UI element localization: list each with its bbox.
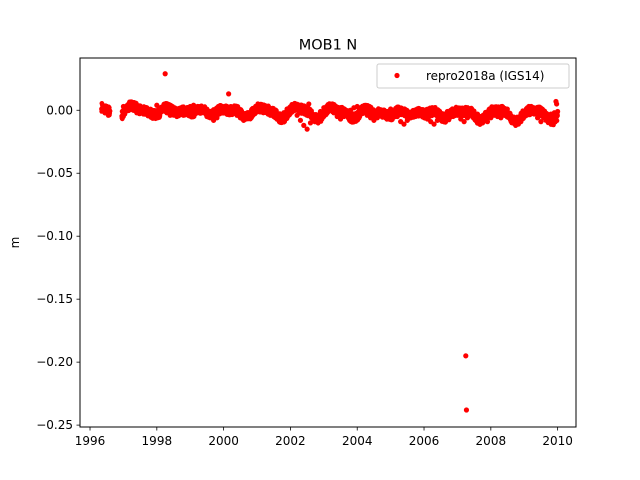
data-point [518, 119, 524, 125]
data-point [306, 101, 312, 107]
data-point [200, 110, 207, 116]
x-tick-label: 2000 [208, 434, 239, 448]
data-point [431, 121, 437, 127]
x-axis: 1996 1998 2000 2002 2004 2006 2008 2010 [75, 427, 573, 448]
data-point [554, 118, 560, 124]
data-point [391, 110, 397, 116]
data-point [357, 105, 364, 111]
data-point [297, 117, 304, 123]
data-point [291, 107, 297, 113]
x-tick-label: 1996 [75, 434, 106, 448]
data-point [463, 407, 470, 413]
y-tick-label: −0.15 [36, 292, 73, 306]
data-point [162, 71, 168, 77]
data-point [261, 106, 267, 112]
data-point [134, 110, 140, 116]
data-point [304, 126, 310, 132]
data-point [344, 111, 350, 117]
data-point [251, 108, 257, 115]
legend: repro2018a (IGS14) [376, 63, 570, 89]
y-tick-label: −0.10 [36, 229, 73, 243]
data-point [294, 112, 300, 118]
data-point [555, 113, 560, 119]
data-point [217, 110, 223, 116]
data-point [521, 113, 527, 120]
data-point [461, 119, 467, 125]
chart-title: MOB1 N [299, 38, 358, 54]
x-tick-label: 2004 [342, 434, 373, 448]
data-point [180, 112, 187, 118]
y-tick-label: −0.05 [36, 166, 73, 180]
x-tick-label: 2008 [476, 434, 507, 448]
legend-label: repro2018a (IGS14) [426, 69, 544, 83]
data-point [361, 108, 367, 115]
x-tick-label: 2010 [542, 434, 573, 448]
data-point [538, 119, 544, 125]
data-point [401, 121, 407, 127]
data-point [394, 113, 400, 120]
data-point [555, 108, 561, 115]
data-point [214, 115, 220, 121]
data-point [421, 112, 427, 118]
legend-marker [394, 72, 400, 79]
data-point [418, 108, 424, 115]
data-point [247, 112, 253, 118]
data-point [226, 91, 232, 97]
x-tick-label: 2002 [275, 434, 306, 448]
data-point [404, 117, 410, 123]
data-point [147, 107, 153, 113]
y-tick-label: −0.25 [36, 418, 73, 432]
data-point [454, 112, 461, 118]
data-point [508, 113, 514, 120]
data-point [274, 116, 280, 122]
data-point [434, 117, 440, 123]
data-point [327, 106, 334, 112]
data-point [331, 110, 337, 116]
data-point [534, 115, 541, 121]
y-tick-label: −0.20 [36, 355, 73, 369]
data-point [154, 102, 160, 108]
x-tick-label: 1998 [142, 434, 173, 448]
data-point [411, 111, 417, 117]
data-point [314, 112, 320, 118]
data-point [463, 353, 469, 359]
data-point [137, 106, 143, 112]
x-tick-label: 2006 [409, 434, 440, 448]
y-axis: 0.00 −0.05 −0.10 −0.15 −0.20 −0.25 [36, 103, 80, 432]
data-point [105, 112, 111, 118]
data-point [311, 117, 317, 123]
legend-box [376, 63, 570, 89]
data-point [531, 111, 537, 117]
axes-frame [79, 57, 577, 428]
data-point [511, 117, 517, 123]
data-point [317, 108, 324, 115]
data-point [140, 111, 147, 117]
data-point [227, 106, 233, 112]
data-point [301, 122, 307, 128]
data-point [281, 110, 287, 116]
data-point [160, 105, 167, 111]
data-point [388, 106, 394, 112]
data-point [554, 101, 560, 107]
data-point [484, 119, 491, 125]
y-axis-label: m [8, 237, 22, 249]
data-point [150, 112, 157, 118]
plot-area [99, 71, 561, 413]
y-tick-label: 0.00 [46, 103, 73, 117]
